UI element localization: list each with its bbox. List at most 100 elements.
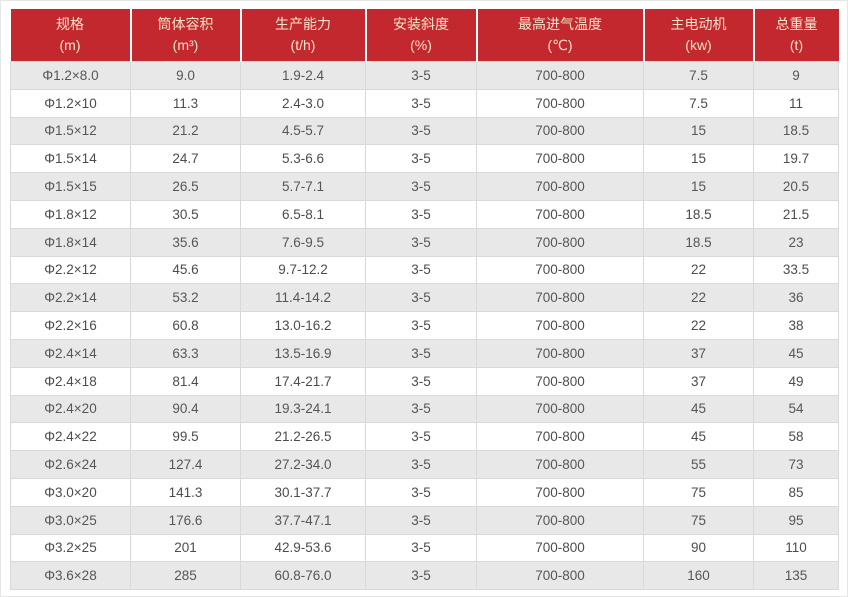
table-cell: 3-5: [365, 255, 477, 285]
column-unit: (m³): [172, 37, 199, 53]
table-cell: 700-800: [476, 505, 644, 535]
table-row: Φ2.4×14 63.3 13.5-16.9 3-5 700-800 37 45: [10, 338, 839, 368]
table-cell: 58: [753, 422, 839, 452]
table-cell: 30.5: [130, 199, 241, 229]
table-cell: 13.5-16.9: [240, 338, 366, 368]
column-unit: (t/h): [290, 37, 316, 53]
table-cell: Φ2.4×18: [10, 366, 131, 396]
table-cell: 700-800: [476, 144, 644, 174]
table-cell: Φ2.2×12: [10, 255, 131, 285]
table-row: Φ3.0×25 176.6 37.7-47.1 3-5 700-800 75 95: [10, 505, 839, 535]
table-cell: 3-5: [365, 477, 477, 507]
table-cell: 53.2: [130, 283, 241, 313]
table-cell: Φ2.4×22: [10, 422, 131, 452]
table-cell: 3-5: [365, 172, 477, 201]
table-cell: 75: [643, 505, 754, 535]
table-cell: 37.7-47.1: [240, 505, 366, 535]
table-cell: 75: [643, 477, 754, 507]
table-cell: 700-800: [476, 422, 644, 452]
table-cell: Φ1.8×12: [10, 199, 131, 229]
table-row: Φ3.2×25 201 42.9-53.6 3-5 700-800 90 110: [10, 533, 839, 563]
table-cell: 38: [753, 311, 839, 340]
table-cell: Φ3.2×25: [10, 533, 131, 563]
table-cell: Φ1.5×15: [10, 172, 131, 201]
table-cell: 73: [753, 450, 839, 479]
table-cell: 45.6: [130, 255, 241, 285]
table-cell: Φ2.4×14: [10, 338, 131, 368]
table-cell: 700-800: [476, 199, 644, 229]
table-cell: 5.7-7.1: [240, 172, 366, 201]
column-name: 筒体容积: [157, 16, 214, 32]
table-cell: 22: [643, 283, 754, 313]
column-unit: (m): [59, 37, 81, 53]
spec-table: 规格 (m) 筒体容积 (m³) 生产能力 (t/h) 安装斜度 (%) 最高进气温度 (℃) 主电…: [10, 9, 839, 591]
table-cell: 141.3: [130, 477, 241, 507]
table-cell: 700-800: [476, 311, 644, 340]
table-cell: 11.4-14.2: [240, 283, 366, 313]
table-cell: 42.9-53.6: [240, 533, 366, 563]
table-cell: 9: [753, 61, 839, 90]
table-cell: 3-5: [365, 227, 477, 257]
table-cell: 22: [643, 255, 754, 285]
column-unit: (t): [789, 37, 804, 53]
table-cell: 135: [753, 561, 839, 591]
column-header-2: 筒体容积 (m³): [129, 9, 241, 62]
table-cell: 9.0: [130, 61, 241, 90]
table-cell: 176.6: [130, 505, 241, 535]
table-cell: 37: [643, 338, 754, 368]
column-unit: (%): [410, 37, 432, 53]
table-cell: 1.9-2.4: [240, 61, 366, 90]
table-cell: 700-800: [476, 450, 644, 479]
table-cell: 700-800: [476, 283, 644, 313]
table-row: Φ1.8×12 30.5 6.5-8.1 3-5 700-800 18.5 21.5: [10, 199, 839, 229]
table-header: 规格 (m) 筒体容积 (m³) 生产能力 (t/h) 安装斜度 (%) 最高进气温度 (℃) 主电…: [10, 9, 839, 62]
column-unit: (℃): [547, 37, 573, 53]
table-row: Φ3.0×20 141.3 30.1-37.7 3-5 700-800 75 85: [10, 477, 839, 507]
table-cell: 33.5: [753, 255, 839, 285]
table-cell: 21.2-26.5: [240, 422, 366, 452]
table-cell: 85: [753, 477, 839, 507]
table-row: Φ1.2×8.0 9.0 1.9-2.4 3-5 700-800 7.5 9: [10, 61, 839, 90]
table-cell: 700-800: [476, 366, 644, 396]
table-cell: 3-5: [365, 311, 477, 340]
table-cell: 18.5: [643, 199, 754, 229]
table-cell: 285: [130, 561, 241, 591]
table-cell: 26.5: [130, 172, 241, 201]
table-row: Φ2.4×18 81.4 17.4-21.7 3-5 700-800 37 49: [10, 366, 839, 396]
table-cell: 18.5: [753, 116, 839, 146]
table-cell: 60.8-76.0: [240, 561, 366, 591]
table-cell: 3-5: [365, 88, 477, 118]
table-cell: Φ1.8×14: [10, 227, 131, 257]
table-cell: 127.4: [130, 450, 241, 479]
table-row: Φ1.2×10 11.3 2.4-3.0 3-5 700-800 7.5 11: [10, 88, 839, 118]
table-cell: 45: [753, 338, 839, 368]
table-cell: 30.1-37.7: [240, 477, 366, 507]
table-cell: 11: [753, 88, 839, 118]
table-row: Φ1.8×14 35.6 7.6-9.5 3-5 700-800 18.5 23: [10, 227, 839, 257]
table-cell: 22: [643, 311, 754, 340]
table-cell: 27.2-34.0: [240, 450, 366, 479]
table-cell: Φ1.5×14: [10, 144, 131, 174]
table-cell: 2.4-3.0: [240, 88, 366, 118]
table-cell: 45: [643, 422, 754, 452]
column-header-7: 总重量 (t): [752, 9, 839, 62]
table-cell: 160: [643, 561, 754, 591]
table-cell: 99.5: [130, 422, 241, 452]
table-row: Φ1.5×15 26.5 5.7-7.1 3-5 700-800 15 20.5: [10, 172, 839, 201]
table-cell: 37: [643, 366, 754, 396]
table-cell: 60.8: [130, 311, 241, 340]
table-cell: 7.5: [643, 61, 754, 90]
table-cell: 3-5: [365, 338, 477, 368]
table-cell: 3-5: [365, 283, 477, 313]
column-header-6: 主电动机 (kw): [642, 9, 754, 62]
column-name: 最高进气温度: [518, 16, 602, 32]
table-cell: Φ1.2×8.0: [10, 61, 131, 90]
table-cell: 110: [753, 533, 839, 563]
table-cell: Φ2.6×24: [10, 450, 131, 479]
table-cell: Φ2.2×14: [10, 283, 131, 313]
table-row: Φ2.6×24 127.4 27.2-34.0 3-5 700-800 55 73: [10, 450, 839, 479]
table-cell: 81.4: [130, 366, 241, 396]
table-cell: 35.6: [130, 227, 241, 257]
table-row: Φ2.4×20 90.4 19.3-24.1 3-5 700-800 45 54: [10, 394, 839, 424]
table-cell: 3-5: [365, 533, 477, 563]
